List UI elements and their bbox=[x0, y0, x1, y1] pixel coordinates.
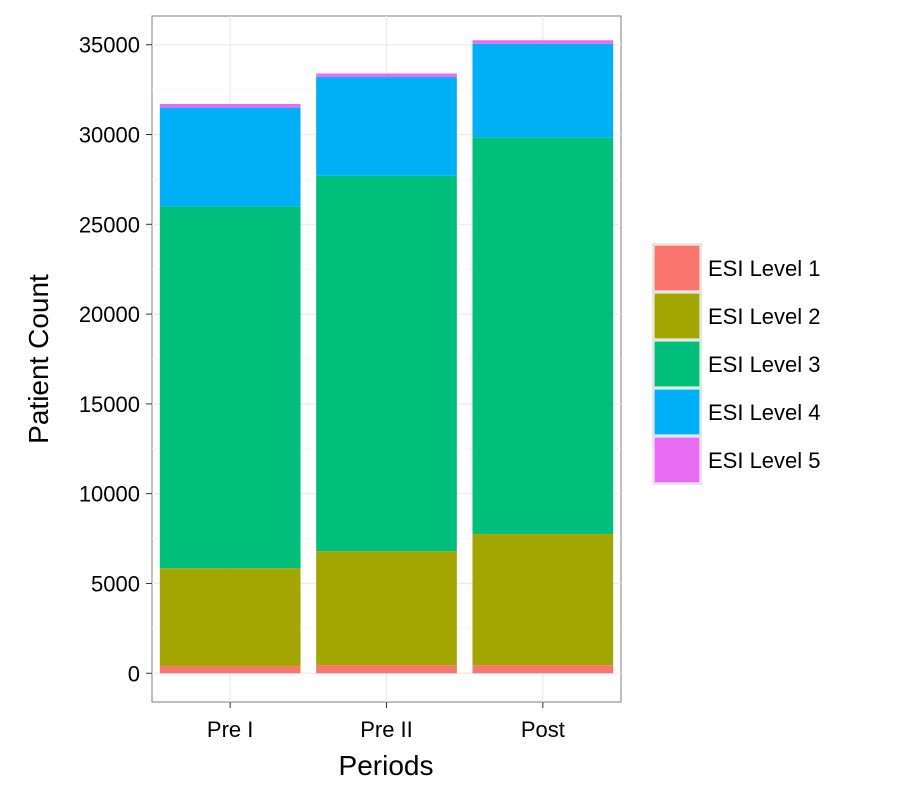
legend-key-5 bbox=[653, 436, 701, 484]
y-tick-label: 10000 bbox=[79, 482, 140, 507]
legend-label-1: ESI Level 1 bbox=[708, 256, 821, 281]
bar-segment-1-0 bbox=[159, 666, 301, 674]
bar-segment-3-1 bbox=[316, 175, 457, 552]
bar-segment-2-2 bbox=[472, 534, 614, 666]
x-tick-label: Pre I bbox=[207, 717, 253, 742]
legend-label-2: ESI Level 2 bbox=[708, 304, 821, 329]
legend-label-5: ESI Level 5 bbox=[708, 448, 821, 473]
legend-label-3: ESI Level 3 bbox=[708, 352, 821, 377]
y-tick-label: 0 bbox=[128, 661, 140, 686]
bar-segment-5-0 bbox=[159, 103, 301, 108]
bars bbox=[159, 40, 614, 674]
bar-segment-3-2 bbox=[472, 137, 614, 535]
bar-segment-3-0 bbox=[159, 206, 301, 569]
legend-key-border-5 bbox=[652, 435, 702, 485]
bar-segment-5-2 bbox=[472, 40, 614, 44]
y-tick-label: 25000 bbox=[79, 212, 140, 237]
y-tick-label: 15000 bbox=[79, 392, 140, 417]
y-tick-label: 5000 bbox=[91, 571, 140, 596]
legend-key-1 bbox=[653, 244, 701, 292]
y-tick-label: 35000 bbox=[79, 33, 140, 58]
bar-segment-2-1 bbox=[316, 551, 457, 666]
y-tick-label: 20000 bbox=[79, 302, 140, 327]
bar-segment-4-2 bbox=[472, 43, 614, 138]
legend-label-4: ESI Level 4 bbox=[708, 400, 821, 425]
legend-key-3 bbox=[653, 340, 701, 388]
legend: ESI Level 1 ESI Level 2 ESI Level 3 ESI Lev… bbox=[652, 243, 821, 485]
bar-segment-4-0 bbox=[159, 107, 301, 207]
x-tick-label: Post bbox=[521, 717, 565, 742]
bar-segment-1-1 bbox=[316, 665, 457, 674]
legend-key-2 bbox=[653, 292, 701, 340]
bar-segment-4-1 bbox=[316, 77, 457, 176]
bar-segment-2-0 bbox=[159, 568, 301, 667]
bar-segment-1-2 bbox=[472, 665, 614, 674]
x-axis-ticks: Pre I Pre II Post bbox=[207, 702, 565, 742]
y-axis-title: Patient Count bbox=[23, 274, 54, 444]
x-axis-title: Periods bbox=[339, 750, 434, 781]
legend-key-4 bbox=[653, 388, 701, 436]
y-axis-ticks: 0 5000 10000 15000 20000 25000 30000 35000 bbox=[79, 33, 152, 686]
y-tick-label: 30000 bbox=[79, 123, 140, 148]
x-tick-label: Pre II bbox=[360, 717, 413, 742]
bar-segment-5-1 bbox=[316, 73, 457, 78]
